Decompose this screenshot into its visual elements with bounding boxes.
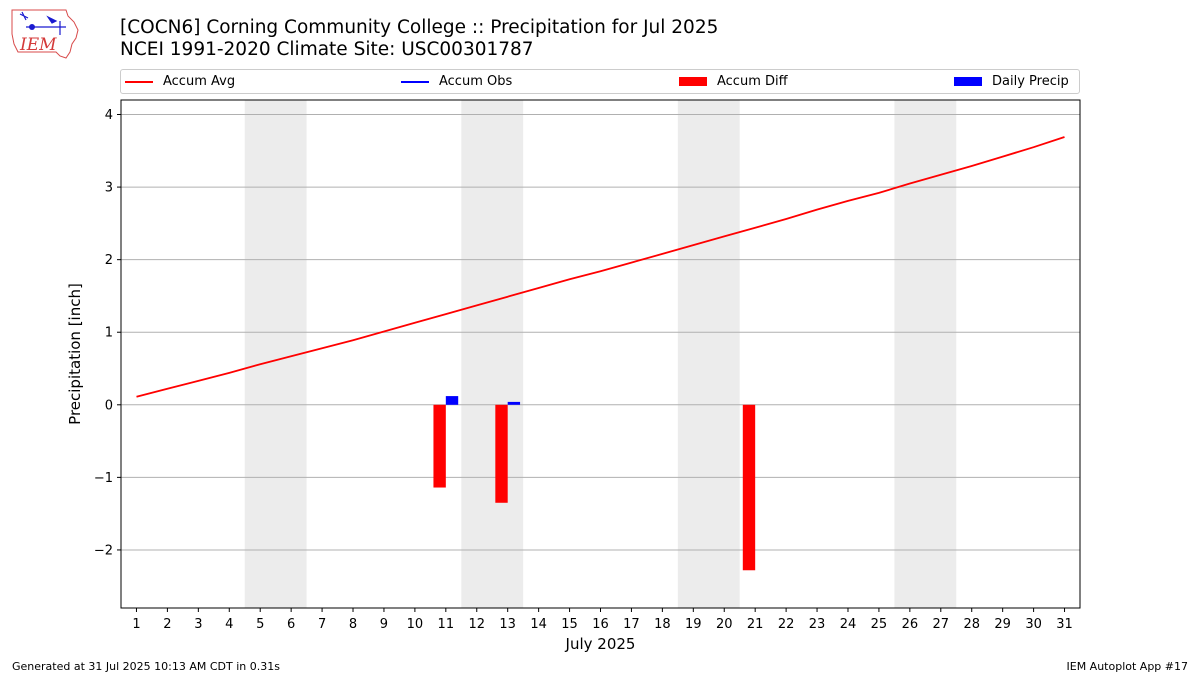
- chart-subtitle: NCEI 1991-2020 Climate Site: USC00301787: [120, 39, 534, 60]
- legend-item-daily-precip: Daily Precip: [954, 70, 1069, 93]
- x-tick-label: 19: [685, 617, 702, 632]
- chart-title: [COCN6] Corning Community College :: Pre…: [120, 17, 719, 38]
- legend-label-accum-obs: Accum Obs: [439, 74, 513, 89]
- x-tick-label: 9: [380, 617, 388, 632]
- legend-swatch-accum-obs: [401, 80, 429, 83]
- x-tick-label: 18: [654, 617, 671, 632]
- x-tick-label: 11: [438, 617, 455, 632]
- legend-swatch-accum-diff: [679, 77, 707, 86]
- x-tick-label: 23: [809, 617, 826, 632]
- weekend-band-1: [244, 100, 307, 608]
- y-tick-label: 4: [105, 108, 113, 123]
- accum-diff-bar-21: [742, 404, 756, 571]
- x-tick-label: 7: [318, 617, 326, 632]
- series-line-accum-avg: [136, 136, 1065, 398]
- app-credit: IEM Autoplot App #17: [1066, 660, 1189, 673]
- x-tick-label: 8: [349, 617, 357, 632]
- y-tick-label: 2: [105, 253, 113, 268]
- x-tick-label: 25: [871, 617, 888, 632]
- x-tick-label: 13: [499, 617, 516, 632]
- x-tick-label: 27: [933, 617, 950, 632]
- x-tick-label: 31: [1056, 617, 1073, 632]
- y-tick-label: 0: [105, 398, 113, 413]
- x-tick-label: 10: [407, 617, 424, 632]
- x-tick-label: 17: [623, 617, 640, 632]
- daily-precip-bar-11: [445, 396, 459, 405]
- y-tick-label: −1: [94, 471, 113, 486]
- x-tick-label: 21: [747, 617, 764, 632]
- iem-logo: IEM: [11, 9, 79, 59]
- x-tick-label: 12: [468, 617, 485, 632]
- daily-precip-bar-13: [507, 401, 521, 405]
- legend-label-daily-precip: Daily Precip: [992, 74, 1069, 89]
- x-tick-label: 29: [994, 617, 1011, 632]
- x-tick-label: 16: [592, 617, 609, 632]
- accum-diff-bar-11: [433, 404, 446, 488]
- x-tick-label: 28: [963, 617, 980, 632]
- legend-label-accum-avg: Accum Avg: [163, 74, 236, 89]
- y-tick-label: 1: [105, 326, 113, 341]
- legend-item-accum-obs: Accum Obs: [401, 70, 512, 93]
- generated-timestamp: Generated at 31 Jul 2025 10:13 AM CDT in…: [12, 660, 280, 673]
- legend-swatch-daily-precip: [954, 77, 982, 86]
- y-tick-label: 3: [105, 181, 113, 196]
- x-tick-label: 5: [256, 617, 264, 632]
- x-tick-label: 4: [225, 617, 233, 632]
- x-tick-label: 1: [132, 617, 140, 632]
- y-tick-label: −2: [94, 543, 113, 558]
- weekend-band-4: [894, 100, 957, 608]
- x-tick-label: 20: [716, 617, 733, 632]
- x-tick-label: 14: [530, 617, 547, 632]
- x-tick-label: 22: [778, 617, 795, 632]
- x-axis-label: July 2025: [565, 635, 636, 653]
- x-tick-label: 3: [194, 617, 202, 632]
- x-tick-label: 6: [287, 617, 295, 632]
- logo-text: IEM: [19, 35, 57, 55]
- legend-swatch-accum-avg: [125, 80, 153, 83]
- legend-item-accum-diff: Accum Diff: [679, 70, 788, 93]
- y-axis-label: Precipitation [inch]: [66, 283, 84, 425]
- plot-frame: [120, 99, 1081, 609]
- x-tick-label: 30: [1025, 617, 1042, 632]
- x-tick-label: 15: [561, 617, 578, 632]
- weekend-band-2: [461, 100, 524, 608]
- legend-item-accum-avg: Accum Avg: [125, 70, 235, 93]
- legend-label-accum-diff: Accum Diff: [717, 74, 788, 89]
- accum-diff-bar-13: [495, 404, 508, 503]
- x-tick-label: 26: [902, 617, 919, 632]
- chart-legend: Accum Avg Accum Obs Accum Diff Daily Pre…: [120, 69, 1080, 94]
- weekend-band-3: [677, 100, 740, 608]
- x-tick-label: 2: [163, 617, 171, 632]
- x-tick-label: 24: [840, 617, 857, 632]
